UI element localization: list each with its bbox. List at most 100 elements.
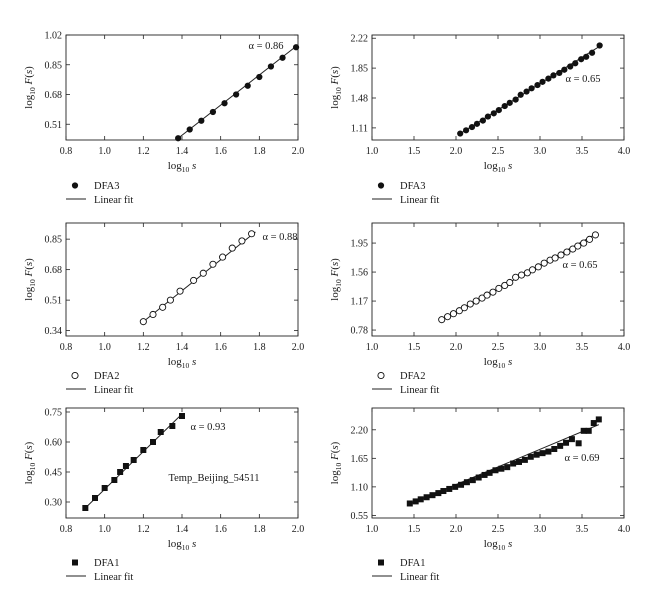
y-axis-label: log10 F(s) [329,66,343,109]
y-tick-label: 0.75 [45,408,63,419]
legend-label: DFA2 [400,371,425,382]
y-tick-label: 0.68 [45,90,63,101]
alpha-annotation: α = 0.93 [190,422,225,433]
y-tick-label: 2.20 [351,425,369,436]
data-point [539,78,546,85]
legend-label: DFA2 [94,371,119,382]
data-point [596,42,603,49]
y-axis-label: log10 F(s) [329,441,343,484]
data-point [545,448,552,455]
data-point [462,127,470,134]
x-tick-label: 1.2 [137,342,150,353]
y-tick-label: 0.51 [45,120,63,131]
data-point [533,451,540,458]
data-point [122,463,129,469]
data-point [466,300,474,308]
y-tick-label: 1.95 [351,239,369,250]
data-point [580,427,587,434]
data-point [528,266,536,274]
data-point [506,99,513,106]
data-point [572,60,579,67]
data-point [233,91,240,98]
data-point [550,72,557,79]
x-tick-label: 1.0 [98,146,111,157]
x-tick-label: 2.0 [292,146,305,157]
y-tick-label: 0.85 [45,235,63,246]
data-point [175,135,182,142]
data-point [528,85,535,92]
data-point [504,464,511,471]
data-point [139,318,147,326]
y-tick-label: 0.78 [351,326,369,337]
data-point [166,296,174,304]
data-point [190,276,198,284]
data-point [452,483,459,490]
data-point [82,505,89,511]
legend-label: Linear fit [400,572,439,583]
data-point [506,278,514,287]
x-tick-label: 3.0 [534,342,547,353]
data-point [460,304,468,312]
data-point [478,294,486,302]
data-point [472,297,480,305]
data-point [516,458,522,465]
data-point [169,423,176,429]
legend-label: Linear fit [400,385,439,396]
data-point [545,75,552,82]
data-point [475,474,482,481]
y-axis-label: log10 F(s) [23,66,37,109]
data-point [523,88,530,95]
data-point [198,117,205,124]
y-tick-label: 1.48 [351,94,369,105]
data-point [267,63,275,70]
x-tick-label: 1.8 [253,342,266,353]
data-point [458,481,465,488]
data-point [248,230,256,238]
y-tick-label: 0.68 [45,265,63,276]
data-point [157,429,164,435]
data-point [435,490,442,497]
data-point [539,450,546,457]
data-point [489,288,497,296]
data-point [221,100,228,107]
legend-label: DFA3 [94,181,119,192]
data-point [574,242,582,250]
x-tick-label: 3.0 [534,146,547,157]
data-point [130,457,137,463]
data-point [517,91,524,98]
data-point [551,445,558,452]
data-point [117,469,124,475]
data-point [279,54,286,61]
data-point [517,271,526,279]
y-tick-label: 2.22 [351,34,369,45]
x-tick-label: 1.8 [253,146,266,157]
legend-marker [377,371,385,380]
data-point [501,102,508,110]
x-tick-label: 1.5 [408,524,421,535]
alpha-annotation: α = 0.86 [248,41,283,52]
data-point [150,439,156,445]
x-tick-label: 2.0 [450,342,463,353]
data-point [490,110,497,117]
x-axis-label: log10 s [168,538,197,552]
data-point [580,239,588,247]
data-point [469,477,476,484]
data-point [588,49,596,56]
data-point [479,117,486,124]
x-tick-label: 1.4 [176,524,189,535]
data-point [483,291,491,299]
x-tick-label: 1.6 [214,524,227,535]
x-tick-label: 1.5 [408,342,421,353]
y-axis-label: log10 F(s) [23,258,37,301]
data-point [238,237,246,245]
data-point [159,303,167,311]
x-tick-label: 1.0 [366,524,379,535]
x-tick-label: 1.6 [214,342,227,353]
data-point [512,273,520,281]
alpha-annotation: α = 0.65 [562,260,597,271]
data-point [292,44,300,51]
data-point [406,500,413,507]
data-point [586,235,594,243]
panel-5: 0.8 1.0 1.2 1.4 1.6 1.8 2.0 0.30 0.45 0.60 0.75 log… [23,408,304,584]
y-tick-label: 0.85 [45,60,63,71]
